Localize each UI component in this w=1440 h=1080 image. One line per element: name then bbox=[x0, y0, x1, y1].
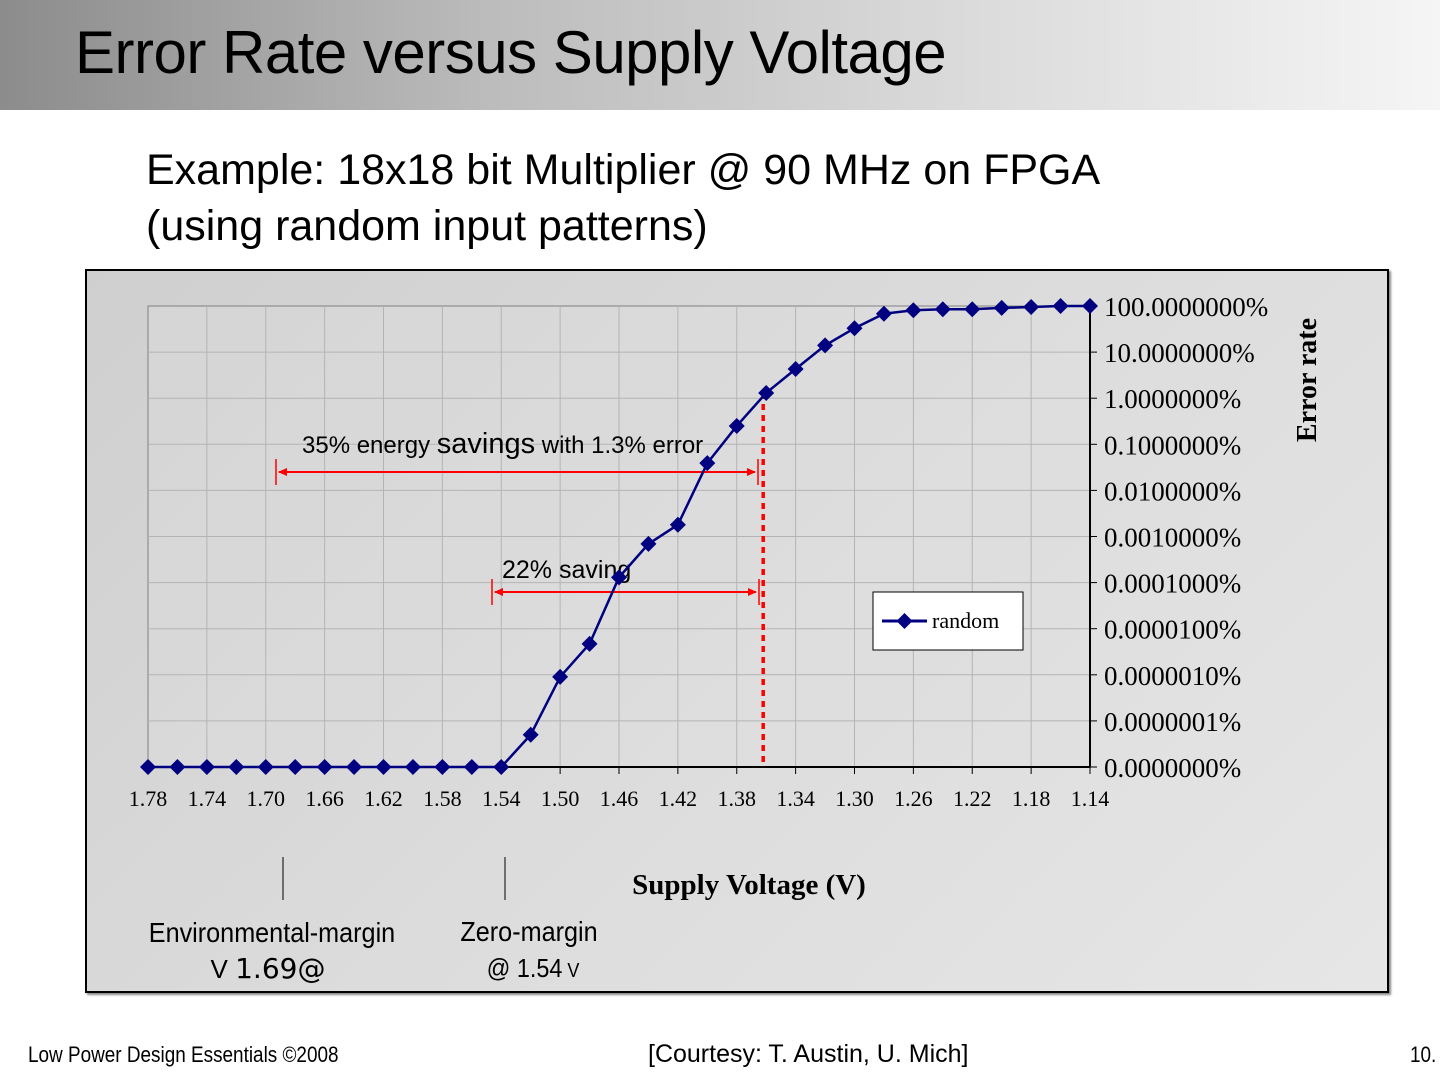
data-point-marker bbox=[728, 417, 745, 434]
zero-margin-unit: V bbox=[562, 960, 579, 982]
data-point-marker bbox=[787, 360, 804, 377]
x-tick-label: 1.30 bbox=[835, 786, 874, 811]
data-point-marker bbox=[404, 759, 421, 775]
data-point-marker bbox=[169, 759, 186, 775]
zero-margin-label: Zero-margin bbox=[460, 916, 597, 948]
data-point-marker bbox=[1023, 299, 1040, 316]
y-axis-title: Error rate bbox=[1292, 318, 1323, 442]
data-point-marker bbox=[552, 668, 569, 685]
data-point-marker bbox=[758, 384, 775, 401]
data-point-marker bbox=[699, 455, 716, 472]
page-number: 10. bbox=[1410, 1042, 1437, 1067]
data-point-marker bbox=[669, 516, 686, 533]
env-margin-unit: V bbox=[211, 954, 236, 984]
data-point-marker bbox=[817, 337, 834, 354]
annotation-35-part-b: savings bbox=[437, 428, 535, 460]
data-point-marker bbox=[434, 759, 451, 775]
data-point-marker bbox=[1082, 298, 1098, 314]
annotation-22-percent: 22% saving bbox=[502, 556, 631, 584]
x-tick-label: 1.22 bbox=[953, 786, 992, 811]
x-tick-label: 1.70 bbox=[247, 786, 286, 811]
y-tick-label: 0.0100000% bbox=[1104, 476, 1241, 506]
data-point-marker bbox=[581, 635, 598, 652]
data-point-marker bbox=[875, 305, 892, 322]
series-random bbox=[140, 298, 1098, 775]
slide-title: Error Rate versus Supply Voltage bbox=[75, 19, 947, 86]
data-point-marker bbox=[140, 759, 156, 775]
x-tick-label: 1.54 bbox=[482, 786, 521, 811]
y-tick-label: 100.0000000% bbox=[1104, 292, 1268, 322]
subtitle-line-2: (using random input patterns) bbox=[146, 202, 708, 250]
data-point-marker bbox=[316, 759, 333, 775]
y-tick-label: 1.0000000% bbox=[1104, 384, 1241, 414]
data-point-marker bbox=[1052, 298, 1069, 314]
x-tick-label: 1.74 bbox=[188, 786, 227, 811]
zero-margin-voltage: @ 1.54 bbox=[487, 955, 563, 983]
y-tick-label: 0.0001000% bbox=[1104, 569, 1241, 599]
savings-22-arrow-right-arrowhead-icon bbox=[748, 588, 757, 596]
data-point-marker bbox=[964, 301, 981, 318]
annotations: 35% energy savings with 1.3% error 22% sa… bbox=[275, 392, 765, 767]
data-point-marker bbox=[375, 759, 392, 775]
x-tick-label: 1.14 bbox=[1071, 786, 1110, 811]
footer-copyright: Low Power Design Essentials ©2008 bbox=[28, 1042, 339, 1067]
title-bar bbox=[0, 0, 1440, 110]
data-point-marker bbox=[611, 569, 627, 586]
y-tick-label: 0.0000001% bbox=[1104, 707, 1241, 737]
legend-marker-icon bbox=[896, 613, 913, 629]
subtitle-line-1: Example: 18x18 bit Multiplier @ 90 MHz o… bbox=[146, 146, 1101, 194]
env-margin-voltage: 1.69@ bbox=[235, 952, 325, 985]
data-point-marker bbox=[257, 759, 274, 775]
x-tick-labels: 1.78 1.74 1.70 1.66 1.62 1.58 1.54 1.50 1.46 1.42… bbox=[129, 786, 1110, 811]
y-tick-label: 10.0000000% bbox=[1104, 338, 1255, 368]
annotation-35-part-c: with 1.3% error bbox=[535, 432, 703, 459]
savings-35-arrow-left-arrowhead-icon bbox=[278, 468, 287, 476]
x-tick-label: 1.26 bbox=[894, 786, 933, 811]
x-tick-label: 1.46 bbox=[600, 786, 639, 811]
data-point-marker bbox=[493, 759, 510, 775]
x-tick-label: 1.18 bbox=[1012, 786, 1051, 811]
annotation-35-percent: 35% energy savings with 1.3% error bbox=[302, 428, 703, 460]
x-tick-label: 1.78 bbox=[129, 786, 168, 811]
y-tick-label: 0.0010000% bbox=[1104, 523, 1241, 553]
data-point-marker bbox=[463, 759, 480, 775]
y-tick-labels: 0.0000000% 0.0000001% 0.0000010% 0.0000100%… bbox=[1104, 292, 1268, 783]
y-tick-label: 0.0000010% bbox=[1104, 661, 1241, 691]
data-point-marker bbox=[993, 299, 1010, 316]
y-tick-label: 0.1000000% bbox=[1104, 430, 1241, 460]
legend: random bbox=[872, 591, 1024, 651]
savings-22-arrow-left-arrowhead-icon bbox=[494, 588, 503, 596]
data-point-marker bbox=[346, 759, 363, 775]
annotation-35-part-a: 35% energy bbox=[302, 432, 437, 459]
x-axis-title: Supply Voltage (V) bbox=[632, 869, 866, 901]
x-tick-label: 1.62 bbox=[364, 786, 403, 811]
x-tick-label: 1.42 bbox=[659, 786, 698, 811]
legend-label: random bbox=[932, 608, 999, 633]
data-point-marker bbox=[846, 320, 863, 337]
x-tick-label: 1.50 bbox=[541, 786, 580, 811]
zero-margin-value: @ 1.54 V bbox=[487, 955, 580, 983]
env-margin-value: V 1.69@ bbox=[211, 952, 326, 985]
footer-courtesy: [Courtesy: T. Austin, U. Mich] bbox=[648, 1040, 969, 1068]
x-tick-label: 1.38 bbox=[718, 786, 757, 811]
x-tick-label: 1.66 bbox=[305, 786, 344, 811]
env-margin-label: Environmental-margin bbox=[149, 917, 395, 949]
x-tick-label: 1.34 bbox=[776, 786, 815, 811]
data-point-marker bbox=[287, 759, 304, 775]
data-point-marker bbox=[522, 726, 539, 743]
data-point-marker bbox=[934, 301, 951, 318]
x-tick-label: 1.58 bbox=[423, 786, 462, 811]
data-point-marker bbox=[198, 759, 215, 775]
savings-35-arrow-right-arrowhead-icon bbox=[747, 468, 756, 476]
y-tick-label: 0.0000000% bbox=[1104, 753, 1241, 783]
data-point-marker bbox=[640, 535, 657, 552]
data-point-marker bbox=[905, 302, 922, 319]
y-tick-label: 0.0000100% bbox=[1104, 615, 1241, 645]
data-point-marker bbox=[228, 759, 245, 775]
